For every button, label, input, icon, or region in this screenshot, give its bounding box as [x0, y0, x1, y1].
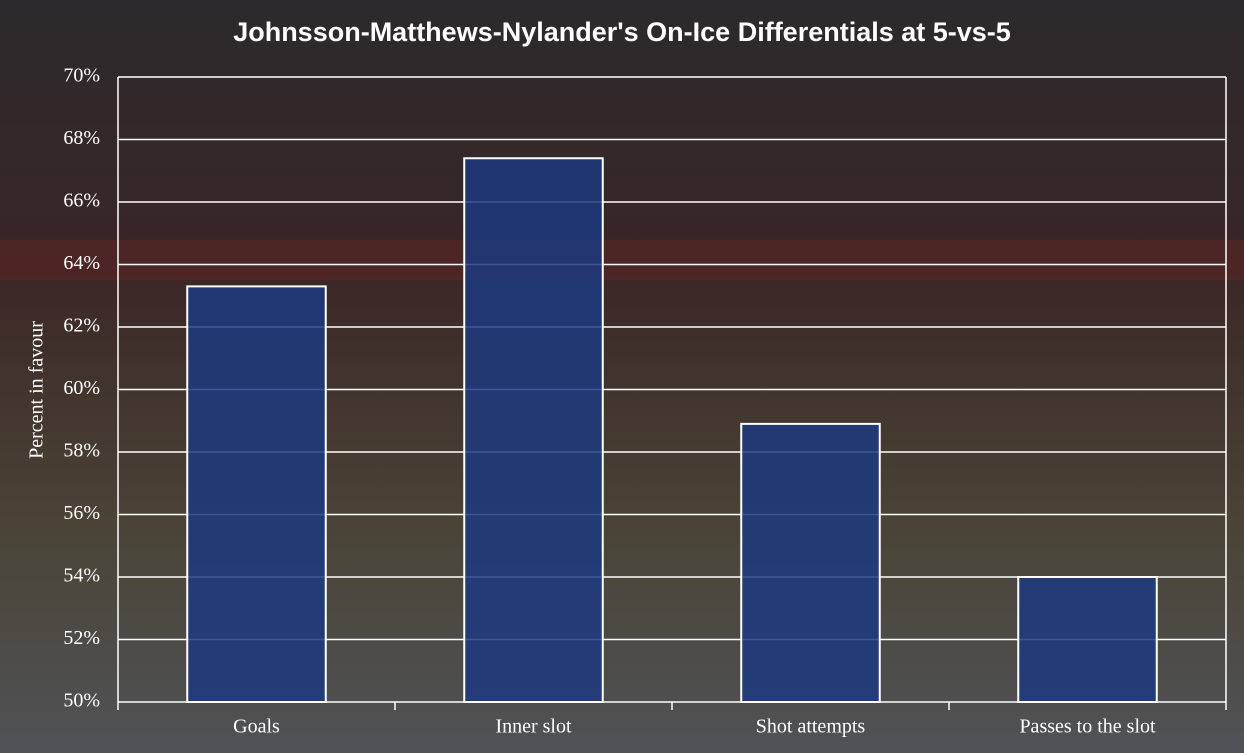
- bar: [1017, 576, 1158, 703]
- y-tick-label: 62%: [63, 315, 100, 337]
- x-tick-label: Goals: [233, 716, 280, 738]
- x-tick-label: Inner slot: [495, 716, 572, 738]
- y-tick-label: 58%: [63, 440, 100, 462]
- background-board: [0, 240, 1244, 280]
- y-tick-label: 70%: [63, 65, 100, 87]
- y-tick-label: 66%: [63, 190, 100, 212]
- y-tick-label: 60%: [63, 377, 100, 399]
- x-tick-label: Passes to the slot: [1019, 716, 1156, 738]
- y-tick-label: 56%: [63, 502, 100, 524]
- bar: [463, 157, 604, 703]
- y-tick-label: 52%: [63, 627, 100, 649]
- y-tick-label: 68%: [63, 127, 100, 149]
- bar: [186, 285, 327, 703]
- y-tick-label: 54%: [63, 565, 100, 587]
- bar: [740, 422, 881, 703]
- y-axis-label: Percent in favour: [26, 321, 48, 459]
- x-tick-label: Shot attempts: [756, 716, 866, 738]
- y-tick-label: 50%: [63, 690, 100, 712]
- y-tick-label: 64%: [63, 252, 100, 274]
- chart-title: Johnsson-Matthews-Nylander's On-Ice Diff…: [233, 17, 1011, 47]
